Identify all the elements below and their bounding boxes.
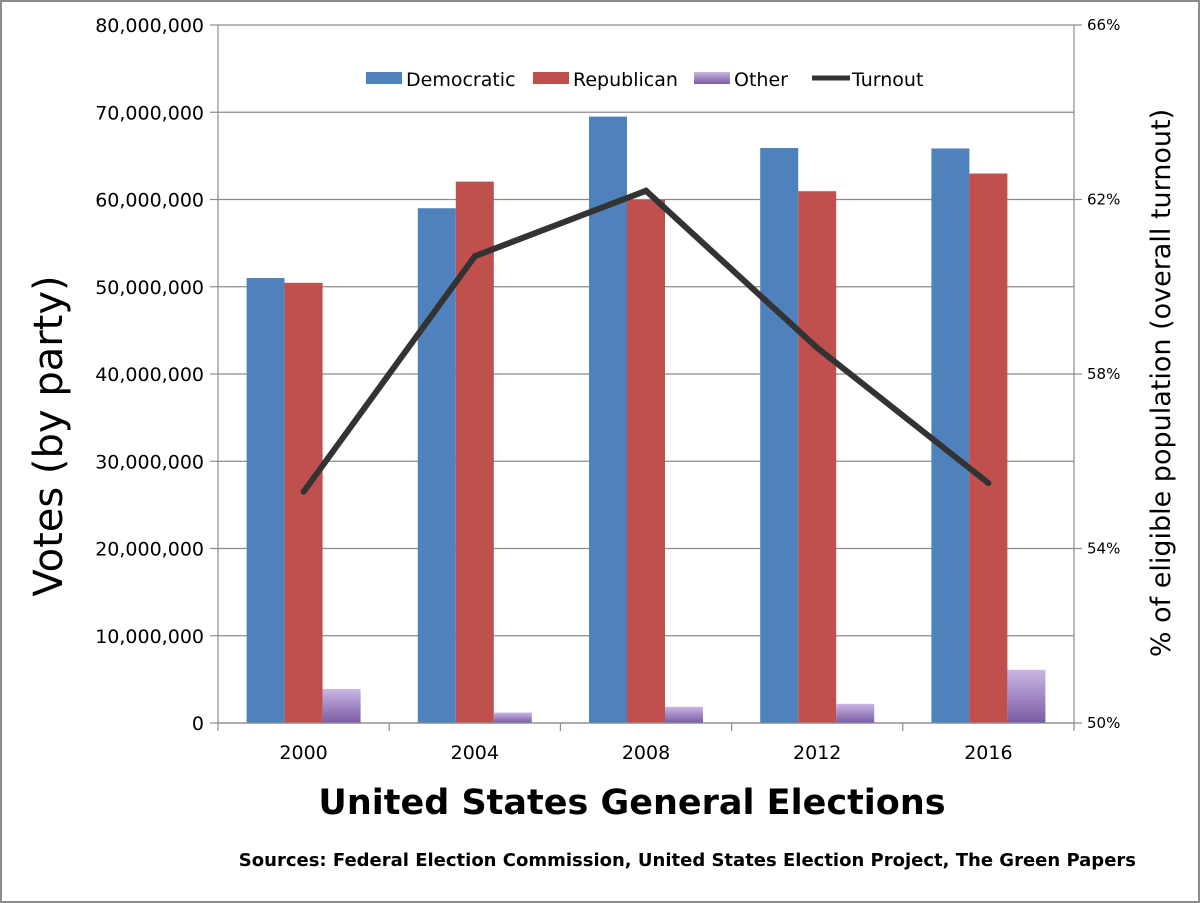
bar-other-2012	[836, 703, 875, 723]
legend-swatch-republican	[533, 72, 569, 84]
turnout-point-2000	[300, 488, 307, 495]
turnout-point-2008	[643, 187, 649, 194]
axis-layer: 0 10,000,000 20,000,000 30,000,000 40,000,00…	[95, 15, 1120, 764]
turnout-line-layer	[300, 187, 992, 495]
y-tick-label: 80,000,000	[95, 15, 204, 37]
x-tick-label: 2016	[964, 742, 1012, 764]
legend-label-republican: Republican	[573, 69, 678, 91]
bar-republican-2004	[455, 181, 494, 723]
bar-republican-2000	[284, 282, 323, 723]
legend-label-turnout: Turnout	[851, 69, 923, 91]
bar-republican-2016	[969, 173, 1008, 723]
y-tick-label: 30,000,000	[95, 451, 204, 473]
legend-swatch-other	[694, 72, 730, 84]
y-tick-label: 60,000,000	[95, 190, 204, 212]
y-tick-label: 0	[192, 713, 204, 735]
turnout-point-2016	[985, 480, 992, 487]
turnout-point-2012	[814, 344, 821, 351]
bar-other-2000	[322, 688, 361, 723]
bar-democratic-2008	[589, 116, 627, 724]
legend-label-democratic: Democratic	[406, 69, 516, 91]
legend-swatch-democratic	[366, 72, 402, 84]
x-tick-label: 2012	[793, 742, 841, 764]
bar-other-2016	[1007, 669, 1046, 723]
x-tick-label: 2000	[279, 742, 327, 764]
source-note: Sources: Federal Election Commission, Un…	[239, 850, 1136, 871]
y2-tick-label: 66%	[1087, 16, 1120, 34]
x-tick-label: 2004	[451, 742, 499, 764]
legend-label-other: Other	[734, 69, 788, 91]
y-tick-label: 40,000,000	[95, 364, 204, 386]
y-tick-label: 50,000,000	[95, 277, 204, 299]
bar-republican-2012	[798, 191, 837, 723]
y-axis-title: Votes (by party)	[26, 275, 72, 596]
bar-democratic-2000	[246, 278, 285, 723]
y2-tick-label: 54%	[1087, 540, 1120, 558]
bar-other-2004	[493, 712, 532, 723]
bar-democratic-2012	[760, 148, 799, 723]
y2-axis-title: % of eligible population (overall turnou…	[1146, 109, 1177, 657]
bar-republican-2008	[627, 199, 665, 723]
x-axis-title: United States General Elections	[318, 783, 945, 823]
y-tick-label: 10,000,000	[95, 626, 204, 648]
bar-democratic-2016	[931, 148, 970, 724]
y-tick-label: 20,000,000	[95, 539, 204, 561]
turnout-point-2004	[471, 253, 478, 260]
legend: Democratic Republican Other Turnout	[366, 69, 923, 91]
bar-other-2008	[665, 706, 703, 723]
x-tick-label: 2008	[622, 742, 670, 764]
y2-tick-label: 58%	[1087, 365, 1120, 383]
y-tick-label: 70,000,000	[95, 102, 204, 124]
bars-layer	[246, 116, 1046, 724]
y2-tick-label: 50%	[1087, 714, 1120, 732]
y2-tick-label: 62%	[1087, 191, 1120, 209]
